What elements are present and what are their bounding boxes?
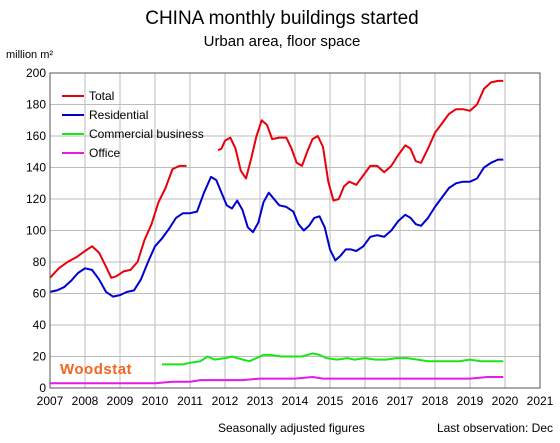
y-tick-label: 20 [33, 350, 47, 364]
x-tick-label: 2016 [352, 394, 379, 408]
x-axis-ticks: 2007 2008 2009 2010 2011 2012 2013 2014 2015 2016… [37, 394, 554, 408]
series-line-commercial-business [162, 352, 504, 366]
chart-subtitle: Urban area, floor space [204, 33, 361, 50]
y-axis-ticks: 0 20 40 60 80 100 120 140 160 180 200 [26, 66, 46, 395]
legend-label-commercial-business: Commercial business [89, 127, 204, 141]
x-tick-label: 2020 [492, 394, 519, 408]
x-tick-label: 2019 [457, 394, 484, 408]
y-tick-label: 200 [26, 66, 46, 80]
footer-note-left: Seasonally adjusted figures [218, 421, 365, 435]
y-tick-label: 60 [33, 287, 47, 301]
series-line-total [217, 79, 504, 202]
x-tick-label: 2015 [317, 394, 344, 408]
x-tick-label: 2012 [212, 394, 239, 408]
gridlines [50, 73, 540, 388]
y-tick-label: 120 [26, 192, 46, 206]
x-tick-label: 2010 [142, 394, 169, 408]
plot-frame [49, 72, 541, 389]
series-line-office [50, 376, 504, 385]
y-tick-label: 140 [26, 161, 46, 175]
x-tick-label: 2018 [422, 394, 449, 408]
y-tick-label: 100 [26, 224, 46, 238]
y-tick-label: 0 [39, 381, 46, 395]
y-tick-label: 160 [26, 129, 46, 143]
x-tick-label: 2011 [177, 394, 203, 408]
legend-label-residential: Residential [89, 108, 148, 122]
x-tick-label: 2014 [282, 394, 309, 408]
legend-label-office: Office [89, 146, 120, 160]
x-tick-label: 2009 [107, 394, 134, 408]
footer-note-right: Last observation: Dec [437, 421, 553, 435]
x-tick-label: 2008 [72, 394, 99, 408]
series-line-total [49, 164, 187, 279]
legend: Total Residential Commercial business Offic… [62, 89, 204, 160]
chart-title: CHINA monthly buildings started [145, 8, 419, 29]
x-tick-label: 2017 [387, 394, 414, 408]
legend-label-total: Total [89, 89, 114, 103]
series-line-residential [49, 158, 504, 298]
y-tick-label: 80 [33, 255, 47, 269]
brand-logo: Woodstat [60, 361, 132, 378]
y-axis-unit: million m² [6, 49, 53, 61]
y-tick-label: 40 [33, 318, 47, 332]
y-tick-label: 180 [26, 98, 46, 112]
x-tick-label: 2021 [527, 394, 554, 408]
series-lines [49, 79, 504, 385]
x-tick-label: 2007 [37, 394, 64, 408]
x-tick-label: 2013 [247, 394, 274, 408]
